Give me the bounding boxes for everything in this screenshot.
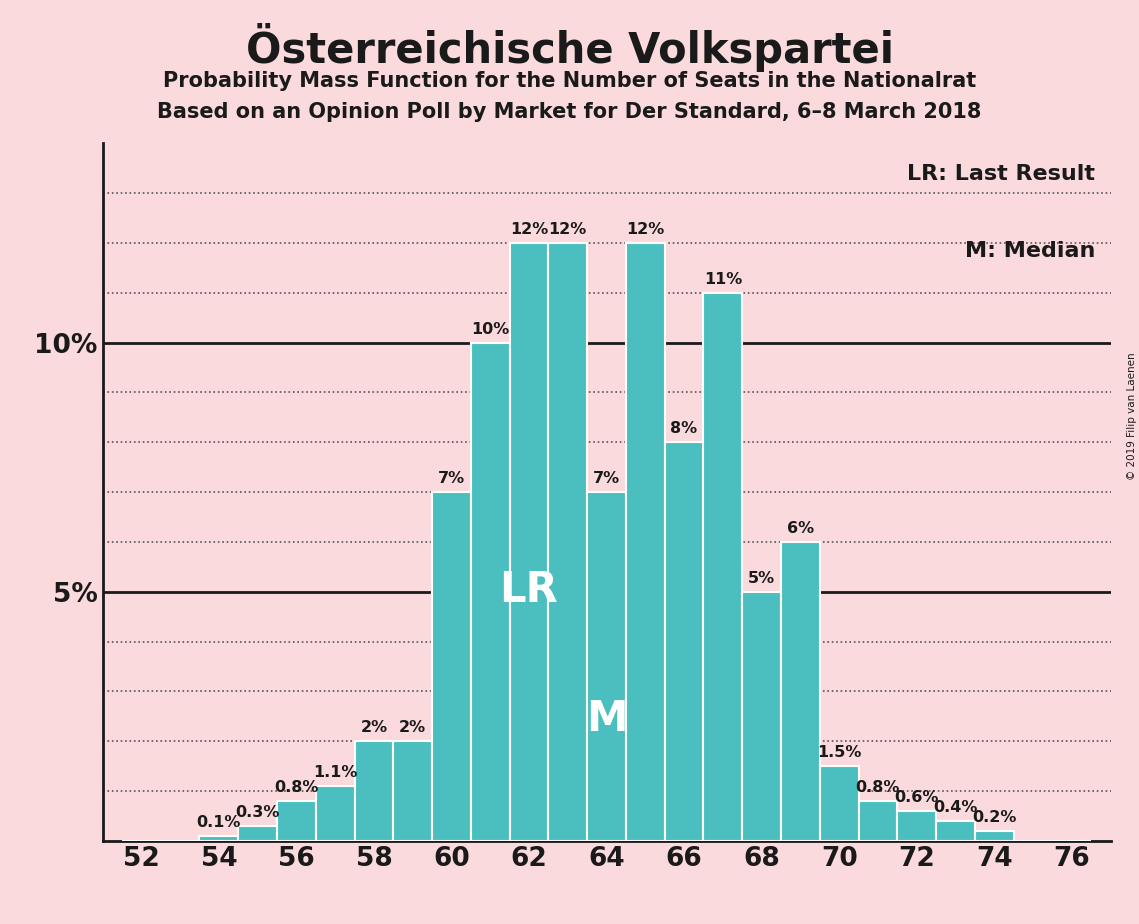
Bar	[820, 766, 859, 841]
Text: 5%: 5%	[748, 571, 776, 586]
Text: 0.8%: 0.8%	[274, 780, 319, 795]
Text: 1.1%: 1.1%	[313, 765, 358, 780]
Text: 2%: 2%	[360, 720, 387, 736]
Bar	[432, 492, 470, 841]
Bar	[509, 243, 548, 841]
Bar	[393, 741, 432, 841]
Text: 0.3%: 0.3%	[236, 805, 280, 820]
Text: Probability Mass Function for the Number of Seats in the Nationalrat: Probability Mass Function for the Number…	[163, 71, 976, 91]
Text: M: Median: M: Median	[965, 241, 1096, 261]
Bar	[277, 801, 316, 841]
Text: © 2019 Filip van Laenen: © 2019 Filip van Laenen	[1126, 352, 1137, 480]
Text: 7%: 7%	[437, 471, 465, 486]
Text: 10%: 10%	[472, 322, 509, 336]
Bar	[859, 801, 898, 841]
Bar	[781, 541, 820, 841]
Text: Österreichische Volkspartei: Österreichische Volkspartei	[246, 23, 893, 72]
Text: Based on an Opinion Poll by Market for Der Standard, 6–8 March 2018: Based on an Opinion Poll by Market for D…	[157, 102, 982, 122]
Text: LR: LR	[500, 568, 558, 611]
Bar	[936, 821, 975, 841]
Text: 0.2%: 0.2%	[972, 810, 1016, 825]
Bar	[238, 826, 277, 841]
Text: 1.5%: 1.5%	[817, 745, 861, 760]
Bar	[199, 836, 238, 841]
Bar	[470, 343, 509, 841]
Bar	[665, 443, 704, 841]
Text: 0.4%: 0.4%	[933, 800, 977, 815]
Text: M: M	[585, 698, 628, 740]
Bar	[316, 786, 354, 841]
Bar	[626, 243, 665, 841]
Bar	[743, 591, 781, 841]
Bar	[587, 492, 626, 841]
Text: 7%: 7%	[593, 471, 620, 486]
Text: 12%: 12%	[626, 222, 664, 237]
Text: 8%: 8%	[671, 421, 697, 436]
Bar	[975, 831, 1014, 841]
Bar	[704, 293, 743, 841]
Text: 2%: 2%	[399, 720, 426, 736]
Bar	[354, 741, 393, 841]
Text: 6%: 6%	[787, 521, 814, 536]
Text: 0.1%: 0.1%	[197, 815, 241, 830]
Text: 12%: 12%	[549, 222, 587, 237]
Text: 12%: 12%	[510, 222, 548, 237]
Text: 0.8%: 0.8%	[855, 780, 900, 795]
Bar	[548, 243, 587, 841]
Text: 11%: 11%	[704, 272, 741, 286]
Bar	[898, 811, 936, 841]
Text: 0.6%: 0.6%	[894, 790, 939, 805]
Text: LR: Last Result: LR: Last Result	[908, 164, 1096, 184]
